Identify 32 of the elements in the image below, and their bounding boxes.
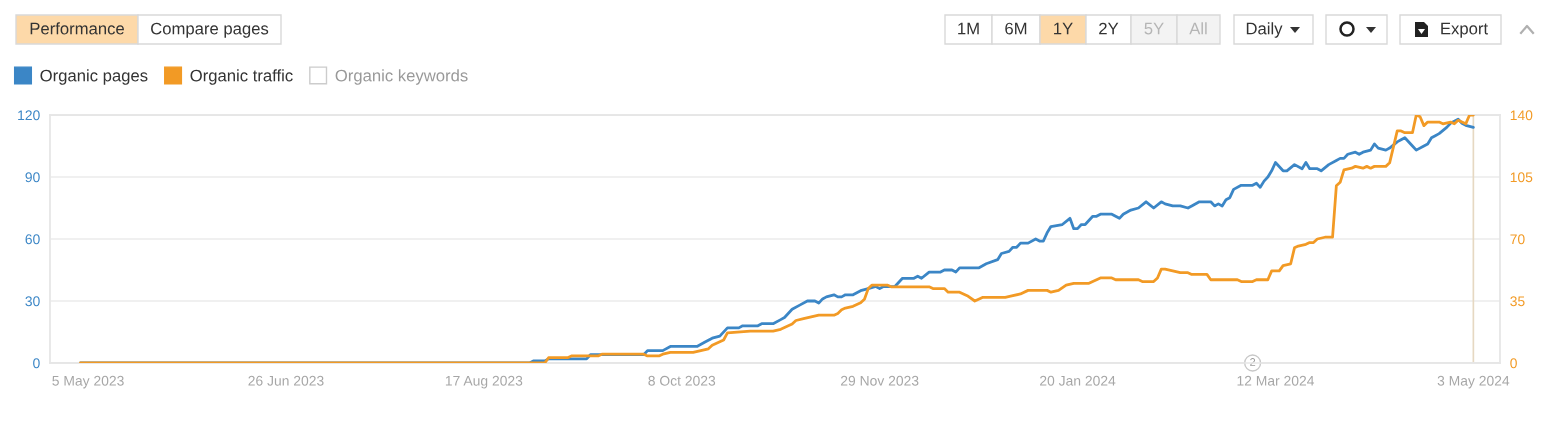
text: 1M bbox=[958, 22, 979, 35]
x-tick-label: 17 Aug 2023 bbox=[445, 375, 523, 389]
x-tick-label: 5 May 2023 bbox=[52, 375, 124, 389]
text: Organic keywords bbox=[335, 69, 468, 85]
text: 6M bbox=[1005, 22, 1027, 35]
x-tick-label: 20 Jan 2024 bbox=[1040, 375, 1116, 386]
y-tick-label: 30 bbox=[25, 296, 40, 307]
x-tick-label: 12 Mar 2024 bbox=[1237, 375, 1315, 386]
annotation: 2 bbox=[1250, 358, 1256, 366]
text: Compare pages bbox=[151, 22, 269, 38]
y-tick-label: 120 bbox=[18, 110, 40, 121]
text: Export bbox=[1441, 22, 1488, 38]
text: 5Y bbox=[1144, 22, 1164, 35]
x-tick-label: 3 May 2024 bbox=[1437, 375, 1510, 389]
text: Daily bbox=[1246, 22, 1283, 38]
y2-tick-label: 70 bbox=[1510, 234, 1525, 245]
x-tick-label: 29 Nov 2023 bbox=[840, 375, 919, 386]
x-tick-label: 26 Jun 2023 bbox=[248, 375, 324, 386]
y2-tick-label: 35 bbox=[1510, 296, 1525, 307]
text: Performance bbox=[30, 22, 124, 35]
legend-label: Organic pages bbox=[40, 69, 148, 85]
legend-label: Organic traffic bbox=[190, 69, 293, 85]
y-tick-label: 60 bbox=[25, 234, 40, 245]
y2-tick-label: 140 bbox=[1510, 110, 1533, 121]
y-tick-label: 90 bbox=[25, 172, 40, 183]
y-tick-label: 0 bbox=[33, 358, 40, 369]
text: All bbox=[1189, 22, 1207, 35]
y2-tick-label: 105 bbox=[1510, 172, 1533, 183]
text: 2Y bbox=[1099, 22, 1119, 35]
x-tick-label: 8 Oct 2023 bbox=[648, 375, 716, 386]
text: 1Y bbox=[1054, 22, 1073, 35]
y2-tick-label: 0 bbox=[1510, 358, 1517, 369]
